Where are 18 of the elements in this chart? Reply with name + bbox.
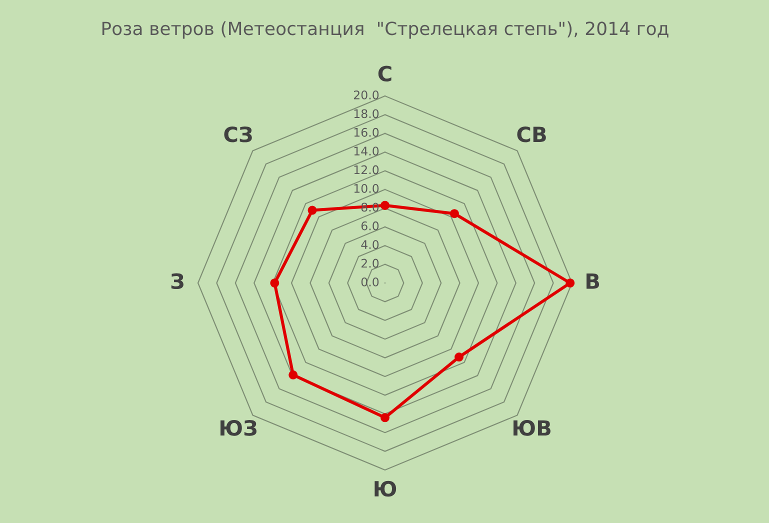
y-tick-label: 2.0 <box>361 258 379 268</box>
y-tick-label: 16.0 <box>354 128 379 137</box>
spoke-label: СВ <box>517 126 546 142</box>
chart-title: Роза ветров (Метеостанция "Стрелецкая степь"), 2014 год <box>102 21 668 39</box>
y-tick-label: 6.0 <box>361 221 379 230</box>
y-tick-label: 10.0 <box>354 184 379 193</box>
spoke-label: ЮЗ <box>220 420 256 436</box>
spoke-label: З <box>171 273 184 290</box>
y-tick-label: 4.0 <box>361 240 379 250</box>
y-tick-label: 20.0 <box>354 90 379 100</box>
y-tick-label: 14.0 <box>354 146 379 156</box>
y-tick-label: 12.0 <box>354 165 379 174</box>
spoke-label: В <box>586 274 600 289</box>
spoke-label: Ю <box>374 480 396 497</box>
spoke-label: СЗ <box>224 126 252 142</box>
spoke-label: С <box>378 66 392 82</box>
y-tick-label: 18.0 <box>354 109 379 118</box>
spoke-label: ЮВ <box>514 420 550 436</box>
